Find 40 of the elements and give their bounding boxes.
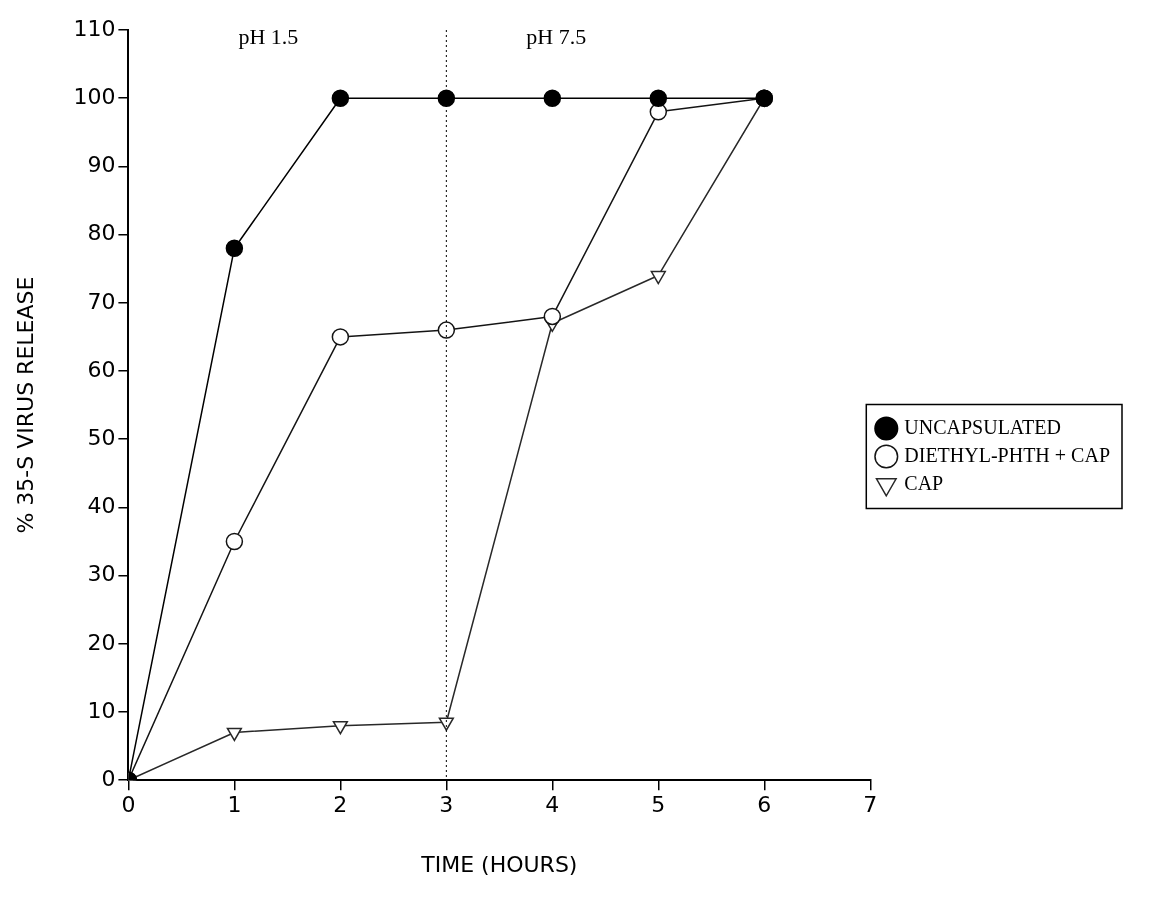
x-tick-label: 1 <box>227 792 242 818</box>
annotation: pH 1.5 <box>238 23 299 49</box>
point <box>543 89 562 107</box>
y-tick-label: 10 <box>87 697 116 723</box>
y-tick-label: 20 <box>87 629 116 655</box>
legend-label: CAP <box>904 471 944 494</box>
x-tick-label: 3 <box>439 792 454 818</box>
y-tick-label: 60 <box>87 356 116 382</box>
point <box>437 89 456 107</box>
x-tick-label: 0 <box>121 792 136 818</box>
point <box>437 321 456 339</box>
y-tick-label: 70 <box>87 288 116 314</box>
annotation: pH 7.5 <box>526 23 587 49</box>
y-tick-label: 0 <box>101 765 116 791</box>
point <box>543 307 562 326</box>
point <box>331 89 350 107</box>
y-tick-label: 80 <box>87 220 116 246</box>
y-tick-label: 110 <box>73 15 116 41</box>
point <box>332 720 349 735</box>
x-axis-title: TIME (HOURS) <box>420 851 578 877</box>
point <box>225 532 244 551</box>
legend-label: UNCAPSULATED <box>904 415 1061 438</box>
x-tick-label: 4 <box>545 792 560 818</box>
x-tick-label: 7 <box>863 792 878 818</box>
y-tick-label: 40 <box>87 493 116 519</box>
point <box>650 270 666 285</box>
x-tick-label: 6 <box>757 792 772 818</box>
legend-label: DIETHYL-PHTH + CAP <box>904 443 1111 466</box>
point <box>438 717 455 731</box>
y-tick-label: 30 <box>87 561 116 587</box>
y-tick-label: 100 <box>73 83 116 109</box>
x-tick-label: 5 <box>651 792 666 818</box>
point <box>225 239 244 257</box>
point <box>649 89 668 107</box>
point <box>331 328 350 346</box>
x-tick-label: 2 <box>333 792 348 818</box>
point <box>226 727 243 742</box>
y-tick-label: 50 <box>87 424 116 450</box>
y-tick-label: 90 <box>87 152 116 178</box>
y-axis-title: % 35-S VIRUS RELEASE <box>12 276 38 534</box>
